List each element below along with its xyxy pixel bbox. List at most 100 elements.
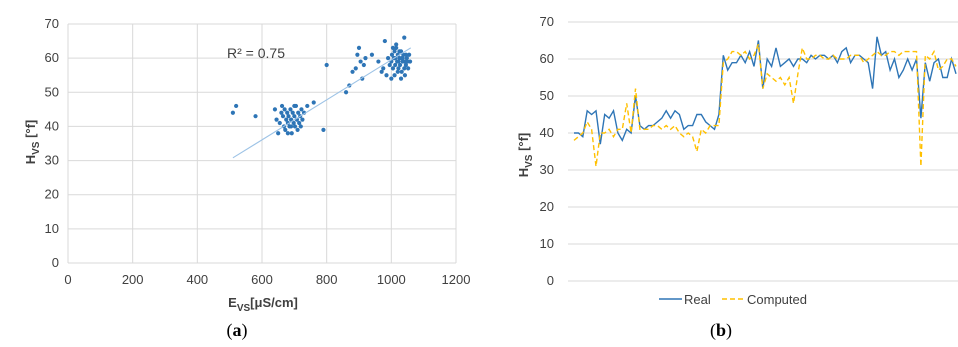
x-tick-label: 0 xyxy=(64,272,71,287)
data-point xyxy=(292,103,297,109)
panel-a-scatter: 0 10 20 30 40 50 60 70 0 200 400 600 800 1000 1200 R²… xyxy=(0,0,474,347)
trendline xyxy=(232,47,412,159)
data-point xyxy=(396,59,401,64)
data-point xyxy=(305,103,310,109)
data-point xyxy=(390,45,396,51)
x-tick-label: 600 xyxy=(251,272,273,287)
y-tick-label: 20 xyxy=(540,199,554,214)
data-point xyxy=(381,66,386,71)
data-point xyxy=(285,110,290,115)
y-tick-label: 60 xyxy=(540,51,554,66)
y-tick-label: 70 xyxy=(540,14,554,29)
data-point xyxy=(280,114,286,119)
data-point xyxy=(406,66,411,71)
series-computed-line xyxy=(573,43,957,167)
data-point xyxy=(395,69,400,74)
data-points xyxy=(230,35,413,136)
data-point xyxy=(311,100,316,105)
y-tick-label: 0 xyxy=(52,255,59,270)
data-point xyxy=(353,66,358,71)
y-axis-title: HVS [°f] xyxy=(23,120,42,165)
r-squared-annotation: R² = 0.75 xyxy=(227,45,285,61)
data-point xyxy=(393,62,398,68)
data-point xyxy=(387,62,392,68)
data-point xyxy=(284,117,289,122)
data-point xyxy=(298,124,303,129)
data-point xyxy=(403,52,408,57)
data-point xyxy=(277,120,282,126)
y-tick-label: 30 xyxy=(540,162,554,177)
panel-b-line: 0 10 20 30 40 50 60 70 HVS [°f] Real Computed (… xyxy=(484,0,958,347)
legend-computed-label: Computed xyxy=(747,292,807,307)
data-point xyxy=(343,90,349,95)
caption-a: (a) xyxy=(226,320,248,340)
scatter-chart: 0 10 20 30 40 50 60 70 0 200 400 600 800 1000 1200 R²… xyxy=(23,16,470,314)
data-point xyxy=(356,45,362,51)
y-tick-label: 40 xyxy=(540,125,554,140)
y-tick-label: 30 xyxy=(45,153,59,168)
data-point xyxy=(296,110,301,115)
caption-b: (b) xyxy=(709,320,732,340)
data-point xyxy=(279,103,285,109)
data-point xyxy=(358,59,363,64)
y-tick-labels: 0 10 20 30 40 50 60 70 xyxy=(540,14,554,288)
data-point xyxy=(379,69,384,74)
y-tick-label: 20 xyxy=(45,187,59,202)
data-point xyxy=(279,110,284,115)
data-point xyxy=(295,127,300,132)
x-tick-label: 1000 xyxy=(377,272,406,287)
y-tick-label: 50 xyxy=(540,88,554,103)
y-tick-label: 10 xyxy=(45,221,59,236)
data-point xyxy=(369,52,375,57)
data-point xyxy=(299,107,304,112)
data-point xyxy=(290,110,295,115)
y-tick-label: 50 xyxy=(45,84,59,99)
data-point xyxy=(384,73,389,78)
data-point xyxy=(272,107,278,112)
x-tick-label: 200 xyxy=(122,272,144,287)
data-point xyxy=(398,76,404,81)
data-point xyxy=(274,117,279,122)
data-point xyxy=(403,62,408,68)
data-point xyxy=(276,131,281,136)
data-point xyxy=(399,69,404,74)
data-point xyxy=(402,66,407,71)
y-tick-label: 60 xyxy=(45,50,59,65)
data-point xyxy=(363,56,368,61)
x-tick-label: 1200 xyxy=(442,272,471,287)
data-point xyxy=(389,76,394,81)
data-point xyxy=(324,62,329,68)
data-point xyxy=(402,35,407,40)
legend: Real Computed xyxy=(659,292,807,307)
y-axis-title: HVS [°f] xyxy=(516,133,535,178)
data-point xyxy=(300,117,305,122)
data-point xyxy=(288,107,293,112)
x-tick-labels: 0 200 400 600 800 1000 1200 xyxy=(64,272,470,287)
legend-real-label: Real xyxy=(684,292,711,307)
data-point xyxy=(297,120,302,126)
data-point xyxy=(382,38,387,44)
data-point xyxy=(286,114,291,119)
x-tick-label: 400 xyxy=(186,272,208,287)
data-point xyxy=(396,66,401,71)
data-point xyxy=(397,62,403,68)
x-axis-title: EVS[μS/cm] xyxy=(228,295,298,314)
y-tick-labels: 0 10 20 30 40 50 60 70 xyxy=(45,16,59,270)
data-point xyxy=(355,52,360,57)
data-point xyxy=(289,124,294,129)
data-point xyxy=(404,56,409,61)
data-point xyxy=(376,59,381,64)
data-point xyxy=(292,114,297,119)
data-point xyxy=(234,103,239,109)
data-point xyxy=(392,73,397,78)
data-point xyxy=(253,114,258,119)
line-chart: 0 10 20 30 40 50 60 70 HVS [°f] Real Computed xyxy=(516,14,958,307)
data-point xyxy=(350,69,355,74)
data-point xyxy=(283,127,288,132)
y-tick-label: 10 xyxy=(540,236,554,251)
data-point xyxy=(321,127,326,132)
data-point xyxy=(397,49,402,54)
data-point xyxy=(361,62,366,68)
data-point xyxy=(407,59,413,64)
data-point xyxy=(389,52,395,57)
